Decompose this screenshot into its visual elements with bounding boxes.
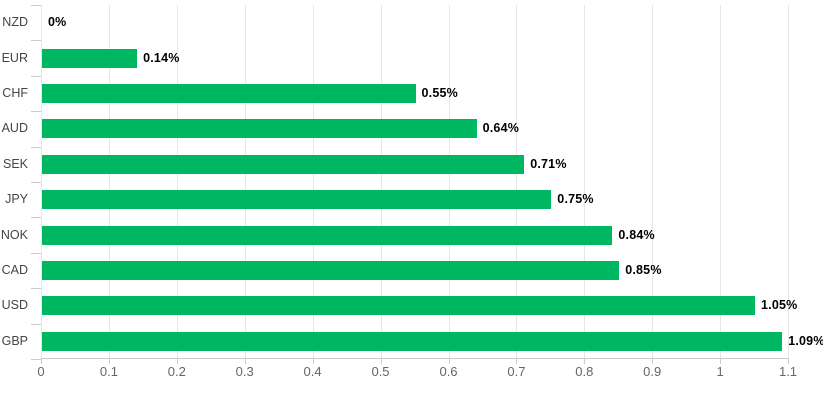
bar-jpy: [42, 190, 552, 210]
gridline: [176, 5, 178, 359]
bar-nok: [42, 225, 613, 245]
data-label-eur: 0.14%: [143, 50, 180, 65]
category-label-usd: USD: [1, 298, 28, 313]
y-axis-tick: [31, 5, 41, 6]
category-label-jpy: JPY: [5, 192, 28, 207]
x-tick-label: 0.2: [167, 364, 186, 379]
category-label-eur: EUR: [1, 50, 28, 65]
x-tick-label: 0.3: [235, 364, 254, 379]
bar-usd: [42, 296, 755, 316]
x-tick-label: 0.7: [507, 364, 526, 379]
x-tick-label: 0.1: [99, 364, 118, 379]
bar-cad: [42, 261, 620, 280]
gridline: [244, 5, 246, 359]
gridline: [516, 5, 518, 359]
y-axis-tick: [31, 359, 41, 360]
x-tick-label: 0.4: [303, 364, 322, 379]
x-axis-tick: [584, 359, 586, 364]
bar-gbp: [42, 331, 783, 351]
x-axis-tick: [788, 359, 789, 364]
bar-eur: [42, 48, 138, 68]
gridline: [448, 5, 450, 359]
x-axis-tick: [41, 359, 42, 364]
y-axis-tick: [31, 111, 41, 113]
x-tick-label: 0.8: [575, 364, 594, 379]
gridline: [788, 5, 789, 359]
x-axis-tick: [176, 359, 178, 364]
y-axis-tick: [31, 252, 41, 254]
y-axis-tick: [31, 182, 41, 183]
y-axis-tick: [31, 288, 41, 290]
data-label-usd: 1.05%: [761, 298, 798, 313]
x-axis-tick: [720, 359, 722, 364]
y-axis-tick: [31, 217, 41, 219]
bar-aud: [42, 119, 477, 139]
x-axis-tick: [312, 359, 314, 364]
plot-area: [41, 5, 789, 359]
gridline: [584, 5, 586, 359]
x-axis-tick: [448, 359, 450, 364]
y-axis-tick: [31, 146, 41, 148]
y-axis-tick: [31, 75, 41, 77]
bar-sek: [42, 154, 525, 174]
category-label-aud: AUD: [1, 121, 28, 136]
category-label-sek: SEK: [2, 156, 28, 171]
x-axis-tick: [516, 359, 518, 364]
data-label-sek: 0.71%: [530, 156, 567, 171]
x-tick-label: 0.6: [439, 364, 458, 379]
data-label-gbp: 1.09%: [788, 333, 823, 348]
x-tick-label: 0: [37, 364, 45, 379]
gridline: [312, 5, 314, 359]
data-label-nzd: 0%: [48, 15, 67, 30]
x-tick-label: 1: [716, 364, 724, 379]
y-axis-line: [41, 5, 42, 359]
bar-chf: [42, 84, 416, 103]
gridline: [108, 5, 110, 359]
category-label-nzd: NZD: [2, 15, 28, 30]
data-label-cad: 0.85%: [625, 263, 662, 277]
x-tick-label: 0.5: [371, 364, 390, 379]
category-label-chf: CHF: [2, 86, 28, 100]
y-axis-tick: [31, 40, 41, 42]
gridline: [720, 5, 722, 359]
data-label-nok: 0.84%: [618, 227, 655, 242]
category-label-nok: NOK: [0, 227, 28, 242]
x-axis-tick: [108, 359, 110, 364]
category-label-cad: CAD: [1, 263, 28, 277]
gridline: [380, 5, 382, 359]
x-axis-line: [41, 358, 789, 359]
y-axis-tick: [31, 323, 41, 325]
x-tick-label: 0.9: [643, 364, 662, 379]
x-axis-tick: [244, 359, 246, 364]
x-axis-tick: [652, 359, 654, 364]
data-label-aud: 0.64%: [482, 121, 520, 136]
gridline: [652, 5, 654, 359]
x-tick-label: 1.1: [778, 364, 798, 379]
data-label-chf: 0.55%: [421, 86, 458, 100]
category-label-gbp: GBP: [1, 333, 28, 348]
x-axis-tick: [380, 359, 382, 364]
data-label-jpy: 0.75%: [557, 192, 594, 207]
